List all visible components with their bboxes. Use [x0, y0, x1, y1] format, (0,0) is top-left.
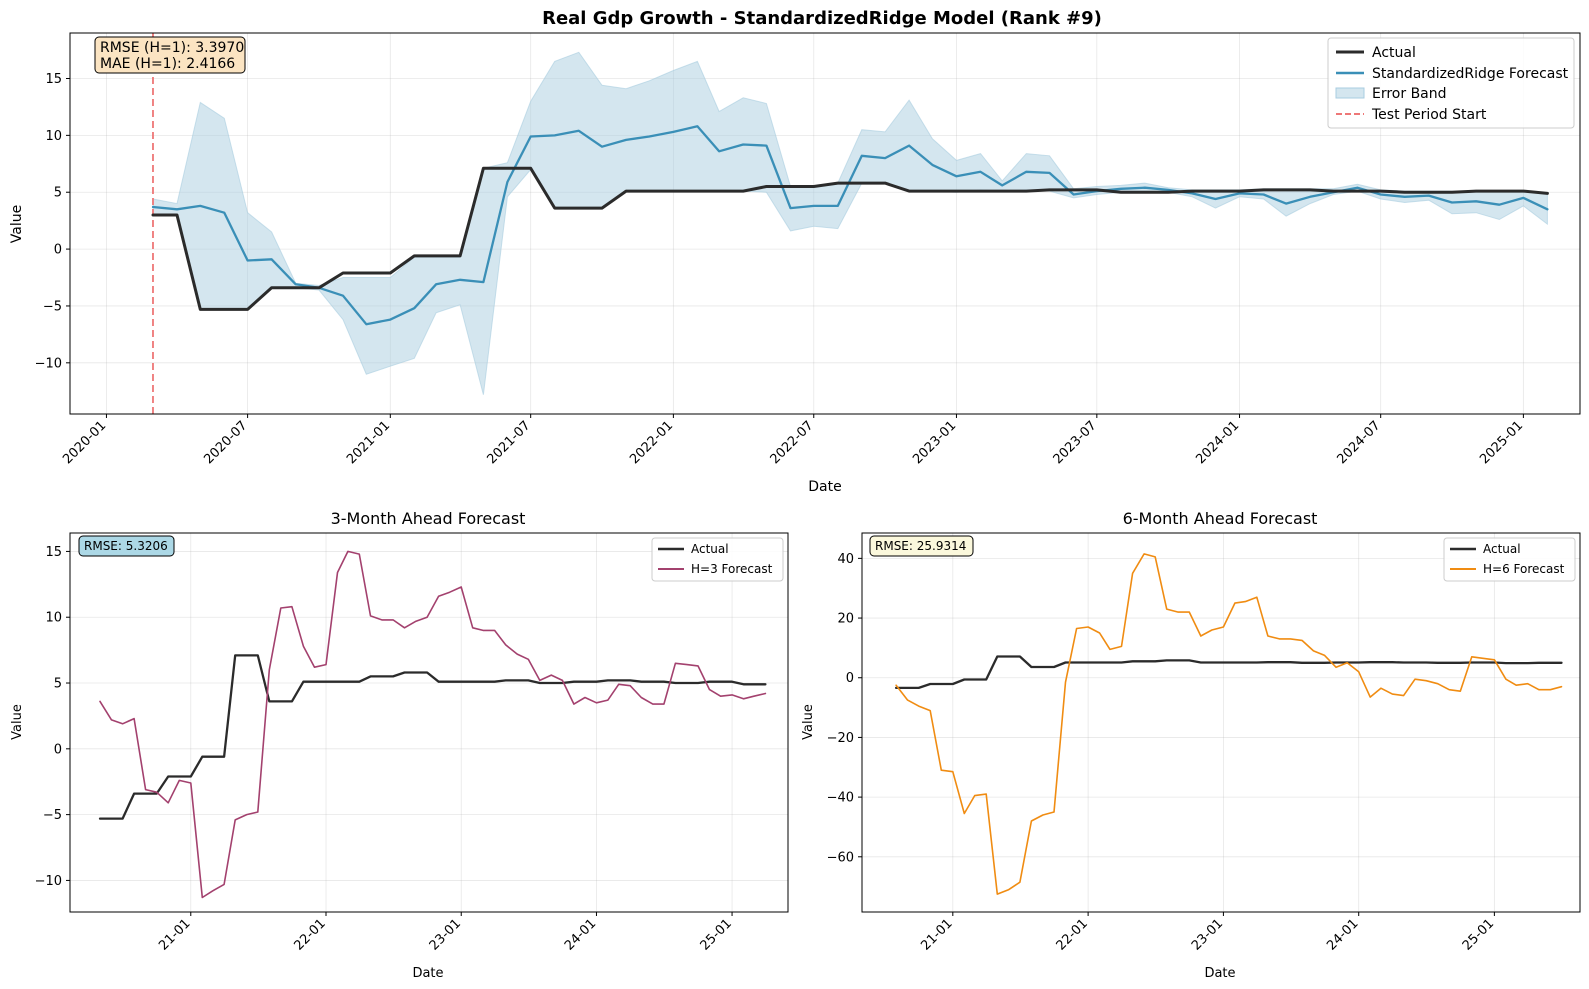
h6-series-lines: [894, 553, 1563, 895]
main-series-line-forecast: [151, 125, 1549, 326]
main-chart: Real Gdp Growth - StandardizedRidge Mode…: [9, 8, 1581, 495]
main-x-tick-label-2: 2021-01: [344, 418, 393, 467]
main-x-tick-label-5: 2022-07: [768, 418, 817, 467]
main-x-tick-label-7: 2023-07: [1051, 418, 1100, 467]
h3-series-lines: [98, 550, 767, 899]
main-x-axis-label: Date: [808, 479, 841, 495]
h6-legend-label-forecast: H=6 Forecast: [1483, 562, 1565, 576]
h3-axes-frame: [69, 532, 789, 913]
h6-x-tick-label-2: 23-01: [1189, 916, 1226, 953]
h6-y-tick-label-2: −20: [827, 731, 854, 746]
h3-legend: Actual H=3 Forecast: [651, 537, 784, 582]
main-chart-title: Real Gdp Growth - StandardizedRidge Mode…: [542, 8, 1102, 29]
main-annotation-box: [94, 36, 246, 74]
h3-series-line-actual: [98, 654, 767, 820]
h6-y-tick-label-1: −40: [827, 791, 854, 806]
main-series-lines: [151, 125, 1549, 326]
main-x-tick-label-3: 2021-07: [484, 418, 533, 467]
h3-y-tick-label-2: 0: [54, 742, 62, 757]
main-annotation-mae: MAE (H=1): 2.4166: [100, 56, 235, 72]
h3-y-tick-label-0: −10: [35, 874, 62, 889]
h3-y-tick-label-3: 5: [54, 677, 62, 692]
h3-series-line-forecast: [99, 550, 767, 899]
main-legend: Actual StandardizedRidge Forecast Error …: [1327, 37, 1575, 129]
h3-x-tick-label-0: 21-01: [156, 916, 193, 953]
main-x-tick-label-6: 2023-01: [910, 418, 959, 467]
h3-legend-label-forecast: H=3 Forecast: [691, 562, 773, 576]
h6-y-axis-label: Value: [801, 704, 816, 740]
h3-x-ticks: 21-01 22-01 23-01 24-01 25-01: [156, 912, 735, 954]
h3-chart-title: 3-Month Ahead Forecast: [331, 509, 526, 528]
h3-metrics-annotation: RMSE: 5.3206: [78, 535, 175, 557]
main-annotation-rmse: RMSE (H=1): 3.3970: [100, 40, 244, 56]
h3-legend-label-actual: Actual: [691, 542, 729, 556]
h6-chart: 6-Month Ahead Forecast 21-01 22-01 23-01 24…: [801, 509, 1581, 981]
main-y-ticks: −10 −5 0 5 10 15: [35, 72, 70, 371]
h6-chart-title: 6-Month Ahead Forecast: [1123, 509, 1318, 528]
main-y-tick-label-4: 10: [45, 129, 62, 144]
h3-grid: [70, 533, 788, 912]
h3-x-tick-label-2: 23-01: [427, 916, 464, 953]
h3-x-tick-label-1: 22-01: [292, 916, 329, 953]
main-x-tick-label-4: 2022-01: [627, 418, 676, 467]
h6-annotation-box: [869, 535, 974, 557]
h3-y-tick-label-1: −5: [43, 808, 62, 823]
h3-annotation-rmse: RMSE: 5.3206: [84, 539, 168, 553]
h3-x-axis-label: Date: [412, 966, 443, 981]
h6-y-tick-label-5: 40: [837, 552, 854, 567]
h6-y-ticks: −60 −40 −20 0 20 40: [827, 552, 862, 865]
h6-x-tick-label-4: 25-01: [1460, 916, 1497, 953]
legend-label-error-band: Error Band: [1372, 86, 1447, 102]
main-x-ticks: 2020-01 2020-07 2021-01 2021-07 2022-01 2022-…: [60, 414, 1526, 467]
main-x-tick-label-10: 2025-01: [1477, 418, 1526, 467]
h3-x-tick-label-4: 25-01: [698, 916, 735, 953]
main-y-axis-label: Value: [9, 205, 25, 243]
h3-y-tick-label-5: 15: [45, 545, 62, 560]
h6-x-tick-label-3: 24-01: [1324, 916, 1361, 953]
h3-chart: 3-Month Ahead Forecast 21-01 22-01 23-01 24…: [10, 509, 789, 981]
h6-metrics-annotation: RMSE: 25.9314: [869, 535, 974, 557]
h3-y-tick-label-4: 10: [45, 611, 62, 626]
legend-label-actual: Actual: [1372, 45, 1416, 61]
main-x-tick-label-9: 2024-07: [1334, 418, 1383, 467]
main-y-tick-label-0: −10: [35, 356, 62, 371]
h3-y-ticks: −10 −5 0 5 10 15: [35, 545, 70, 889]
h6-x-tick-label-0: 21-01: [918, 916, 955, 953]
main-series-line-actual: [151, 166, 1549, 311]
h6-series-line-forecast: [895, 553, 1563, 895]
h6-y-tick-label-0: −60: [827, 850, 854, 865]
h3-legend-box: [651, 537, 784, 582]
main-legend-box: [1327, 37, 1575, 129]
h6-y-tick-label-4: 20: [837, 612, 854, 627]
h3-annotation-box: [78, 535, 175, 557]
main-y-tick-label-2: 0: [54, 243, 62, 258]
h6-x-axis-label: Date: [1204, 966, 1235, 981]
legend-label-forecast: StandardizedRidge Forecast: [1372, 66, 1569, 82]
main-axes-frame: [69, 32, 1581, 415]
main-x-tick-label-8: 2024-01: [1193, 418, 1242, 467]
h6-axes-frame: [861, 532, 1581, 913]
h6-legend-label-actual: Actual: [1483, 542, 1521, 556]
h6-legend-box: [1443, 537, 1576, 582]
h3-x-tick-label-3: 24-01: [562, 916, 599, 953]
h6-annotation-rmse: RMSE: 25.9314: [875, 539, 966, 553]
main-y-tick-label-5: 15: [45, 72, 62, 87]
legend-swatch-error-band: [1335, 87, 1365, 99]
main-x-tick-label-1: 2020-07: [201, 418, 250, 467]
h3-y-axis-label: Value: [10, 704, 25, 740]
main-x-tick-label-0: 2020-01: [60, 418, 109, 467]
h6-x-ticks: 21-01 22-01 23-01 24-01 25-01: [918, 912, 1497, 954]
main-y-tick-label-1: −5: [43, 299, 62, 314]
h6-grid: [862, 533, 1580, 912]
h6-y-tick-label-3: 0: [846, 671, 854, 686]
main-y-tick-label-3: 5: [54, 186, 62, 201]
legend-label-test-start: Test Period Start: [1371, 107, 1487, 123]
h6-series-line-actual: [894, 655, 1563, 690]
h6-legend: Actual H=6 Forecast: [1443, 537, 1576, 582]
h6-x-tick-label-1: 22-01: [1054, 916, 1091, 953]
main-metrics-annotation: RMSE (H=1): 3.3970 MAE (H=1): 2.4166: [94, 36, 246, 74]
